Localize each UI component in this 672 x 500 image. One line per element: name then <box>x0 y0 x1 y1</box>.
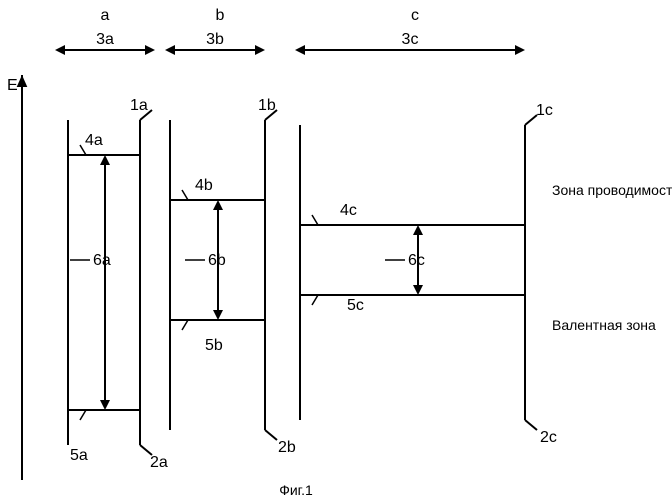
cond-label-b: 4b <box>195 177 213 194</box>
span-label-a: 3a <box>96 31 114 48</box>
background <box>0 0 672 500</box>
span-label-c: 3c <box>402 31 419 48</box>
bottom-label-a: 2a <box>150 454 168 471</box>
conduction-zone-label: Зона проводимости <box>552 182 672 198</box>
val-label-a: 5a <box>70 447 88 464</box>
cond-label-c: 4c <box>340 202 357 219</box>
quantum-well-diagram: Ea 3a 1a 2a 4a 5a 6a b 3b 1b 2b 4b 5b 6b c 3c 1c 2c 4c 5c 6c… <box>0 0 672 500</box>
bottom-label-b: 2b <box>278 439 296 456</box>
well-header-a: a <box>101 7 110 24</box>
gap-label-b: 6b <box>208 252 226 269</box>
well-header-b: b <box>216 7 225 24</box>
gap-label-a: 6a <box>93 252 111 269</box>
top-label-b: 1b <box>258 97 276 114</box>
energy-axis-label: E <box>7 77 18 94</box>
val-label-b: 5b <box>205 337 223 354</box>
top-label-c: 1c <box>536 102 553 119</box>
gap-label-c: 6c <box>408 252 425 269</box>
cond-label-a: 4a <box>85 132 103 149</box>
val-label-c: 5c <box>347 297 364 314</box>
span-label-b: 3b <box>206 31 224 48</box>
figure-caption: Фиг.1 <box>279 482 313 498</box>
valence-zone-label: Валентная зона <box>552 317 656 333</box>
top-label-a: 1a <box>130 97 148 114</box>
bottom-label-c: 2c <box>540 429 557 446</box>
well-header-c: c <box>411 7 419 24</box>
